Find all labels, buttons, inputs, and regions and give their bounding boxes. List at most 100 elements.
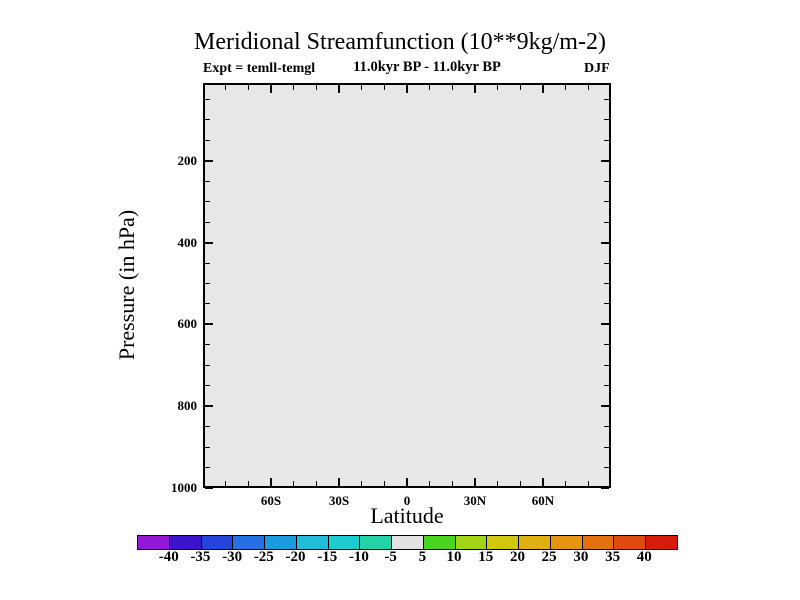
colorbar-tick-label: -10 [348, 549, 369, 565]
axis-tick [542, 85, 544, 93]
axis-tick [205, 160, 213, 162]
axis-tick [604, 99, 609, 100]
colorbar-tick-label: -40 [158, 549, 179, 565]
colorbar-tick-label: 15 [478, 549, 494, 565]
axis-tick [205, 426, 210, 427]
colorbar-tick-label: 10 [446, 549, 462, 565]
y-tick-label: 600 [177, 316, 198, 332]
axis-tick [406, 478, 408, 486]
colorbar-segment [264, 536, 296, 549]
axis-tick [205, 487, 213, 489]
axis-tick [604, 181, 609, 182]
axis-tick [542, 478, 544, 486]
axis-tick [225, 481, 226, 486]
colorbar-tick-label: 30 [573, 549, 589, 565]
axis-tick [497, 85, 498, 90]
colorbar-segment [391, 536, 423, 549]
x-tick-label: 0 [403, 493, 411, 508]
axis-tick [604, 344, 609, 345]
axis-tick [270, 85, 272, 93]
axis-tick [205, 201, 210, 202]
axis-tick [338, 85, 340, 93]
axis-tick [604, 426, 609, 427]
axis-tick [205, 365, 210, 366]
axis-tick [248, 481, 249, 486]
y-tick-label: 800 [177, 398, 198, 414]
colorbar-segment [422, 536, 455, 549]
axis-tick [205, 283, 210, 284]
axis-tick [604, 119, 609, 120]
axis-tick [604, 385, 609, 386]
colorbar-segment [549, 536, 582, 549]
axis-tick [497, 481, 498, 486]
colorbar-tick-label: -20 [285, 549, 306, 565]
colorbar-tick-label: 25 [541, 549, 557, 565]
plot-area [203, 83, 611, 488]
x-tick-label: 30S [328, 493, 350, 508]
axis-tick [338, 478, 340, 486]
axis-tick [316, 85, 317, 90]
colorbar-segment [581, 536, 614, 549]
axis-tick [205, 447, 210, 448]
colorbar-tick-label: -30 [222, 549, 243, 565]
axis-tick [205, 303, 210, 304]
axis-tick [205, 323, 213, 325]
axis-tick [225, 85, 226, 90]
period-subtitle: 11.0kyr BP - 11.0kyr BP [353, 59, 501, 75]
experiment-label: Expt = temll-temgl [203, 61, 316, 76]
axis-tick [384, 481, 385, 486]
x-tick-label: 60N [531, 493, 555, 508]
axis-tick [601, 242, 609, 244]
axis-tick [601, 323, 609, 325]
colorbar-segment [613, 536, 646, 549]
axis-tick [205, 242, 213, 244]
colorbar-tick-label: -25 [253, 549, 274, 565]
axis-tick [604, 263, 609, 264]
axis-tick [205, 385, 210, 386]
axis-tick [316, 481, 317, 486]
y-axis-title: Pressure (in hPa) [114, 209, 139, 361]
axis-tick [604, 140, 609, 141]
axis-tick [604, 365, 609, 366]
axis-tick [474, 85, 476, 93]
axis-tick [601, 405, 609, 407]
axis-tick [588, 481, 589, 486]
colorbar-segment [518, 536, 550, 549]
axis-tick [601, 160, 609, 162]
colorbar-segment [200, 536, 233, 549]
axis-tick [429, 481, 430, 486]
axis-tick [205, 344, 210, 345]
axis-tick [604, 467, 609, 468]
y-tick-label: 200 [177, 152, 198, 168]
axis-tick [452, 85, 453, 90]
colorbar-segment [645, 536, 678, 549]
y-tick-label: 1000 [171, 480, 197, 495]
colorbar-tick-label: -5 [384, 549, 397, 565]
axis-tick [604, 222, 609, 223]
colorbar-tick-label: -15 [317, 549, 338, 565]
axis-tick [361, 481, 362, 486]
axis-tick [270, 478, 272, 486]
axis-tick [604, 283, 609, 284]
axis-tick [429, 85, 430, 90]
axis-tick [520, 481, 521, 486]
axis-tick [452, 481, 453, 486]
y-tick-label: 400 [177, 234, 198, 250]
axis-tick [293, 481, 294, 486]
axis-tick [588, 85, 589, 90]
colorbar-tick-label: 40 [636, 549, 652, 565]
axis-tick [565, 85, 566, 90]
axis-tick [565, 481, 566, 486]
colorbar-segment [168, 536, 201, 549]
x-axis-title: Latitude [370, 503, 444, 528]
axis-tick [520, 85, 521, 90]
axis-tick [604, 303, 609, 304]
colorbar-tick-label: 35 [605, 549, 621, 565]
axis-tick [604, 201, 609, 202]
axis-tick [361, 85, 362, 90]
axis-tick [604, 447, 609, 448]
colorbar-segment [295, 536, 328, 549]
axis-tick [205, 181, 210, 182]
axis-tick [384, 85, 385, 90]
x-tick-label: 30N [463, 493, 487, 508]
